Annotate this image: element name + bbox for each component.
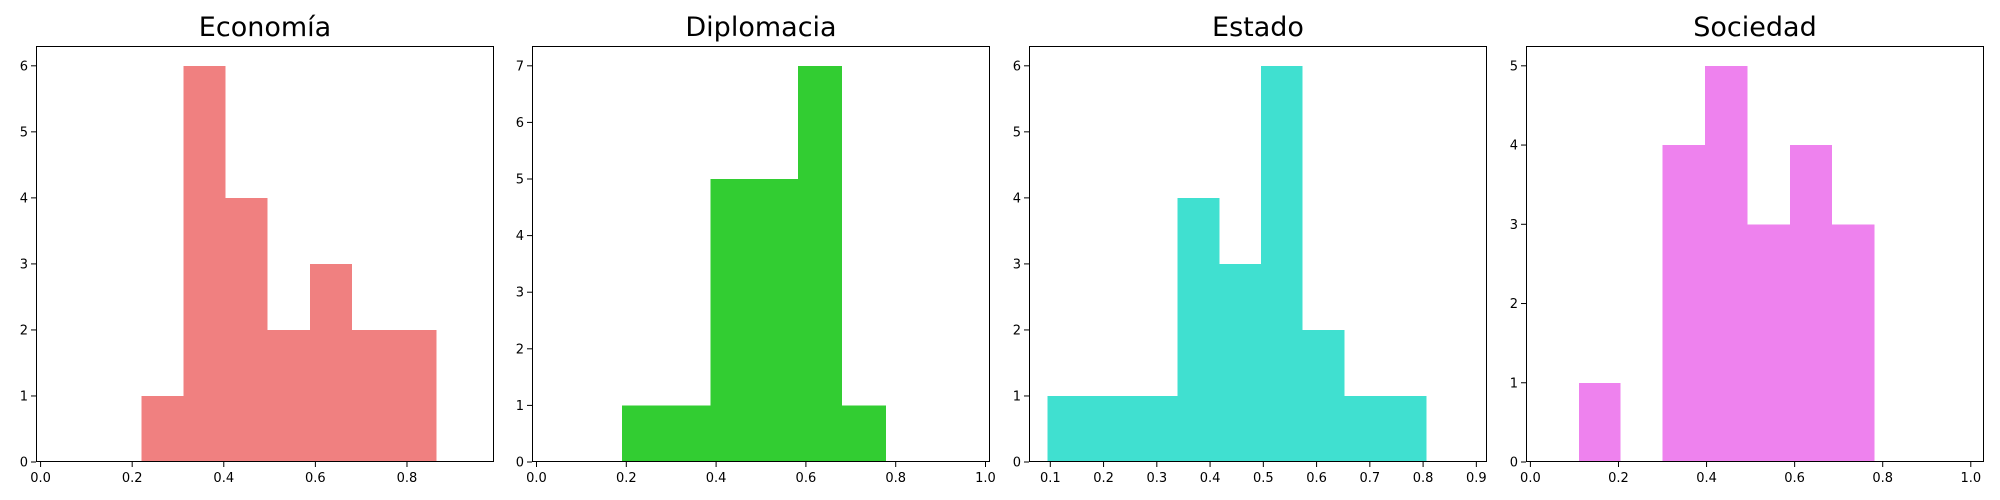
histogram-bar — [1261, 65, 1303, 463]
axes-frame — [1526, 46, 1984, 462]
x-tick-label: 0.8 — [1872, 471, 1893, 486]
x-tick-label: 0.4 — [1696, 471, 1717, 486]
x-tick-label: 0.0 — [526, 471, 547, 486]
y-tick-label: 2 — [1013, 323, 1021, 338]
y-tick-label: 2 — [1510, 297, 1518, 312]
histogram-bar — [1047, 395, 1178, 462]
axes-frame — [36, 46, 494, 462]
histogram-bar — [1344, 395, 1427, 462]
x-tick-label: 0.4 — [213, 471, 234, 486]
histogram-bar — [141, 395, 184, 462]
y-tick-label: 5 — [1510, 59, 1518, 74]
x-tick-label: 0.6 — [1784, 471, 1805, 486]
x-tick-label: 0.8 — [885, 471, 906, 486]
y-tick-label: 3 — [1510, 218, 1518, 233]
x-tick-label: 0.7 — [1359, 471, 1380, 486]
histogram-bar — [394, 329, 437, 462]
y-tick-label: 6 — [20, 59, 28, 74]
x-tick-label: 0.5 — [1253, 471, 1274, 486]
x-tick-label: 0.2 — [1608, 471, 1629, 486]
histogram-bar — [1578, 382, 1621, 462]
x-tick-label: 0.2 — [616, 471, 637, 486]
y-tick-label: 4 — [1013, 191, 1021, 206]
x-tick-label: 0.0 — [1520, 471, 1541, 486]
x-tick-label: 0.6 — [796, 471, 817, 486]
chart-panel-estado: Estado 0.1 0.2 0.3 0.4 0.5 0.6 0.7 0.8 0.9 0 1 2 3 4 5… — [1013, 12, 1487, 486]
x-tick-label: 0.2 — [1093, 471, 1114, 486]
histogram-bar — [1302, 329, 1345, 462]
y-tick-label: 7 — [516, 59, 524, 74]
y-tick-label: 0 — [1510, 456, 1518, 471]
y-tick-label: 1 — [1013, 389, 1021, 404]
y-tick-label: 3 — [516, 286, 524, 301]
chart-panel-economia: Economía 0.0 0.2 0.4 0.6 0.8 0 1 2 3 4 5 6 — [20, 12, 494, 486]
histogram-bar — [1789, 145, 1833, 463]
y-tick-label: 2 — [516, 342, 524, 357]
histogram-bar — [1662, 145, 1706, 463]
chart-title: Sociedad — [1693, 12, 1816, 43]
histogram-bar — [1177, 197, 1220, 462]
histogram-bar — [797, 65, 842, 463]
y-tick-label: 3 — [1013, 257, 1021, 272]
y-tick-label: 4 — [20, 191, 28, 206]
y-tick-label: 5 — [516, 173, 524, 188]
y-tick-label: 0 — [516, 456, 524, 471]
y-tick-label: 6 — [516, 116, 524, 131]
histogram-bar — [1832, 224, 1875, 462]
histogram-bar — [1219, 263, 1262, 462]
histogram-bar — [621, 405, 711, 462]
x-tick-label: 0.8 — [1413, 471, 1434, 486]
x-tick-label: 0.9 — [1466, 471, 1487, 486]
y-tick-label: 0 — [20, 456, 28, 471]
x-tick-label: 0.2 — [122, 471, 143, 486]
y-tick-label: 6 — [1013, 59, 1021, 74]
histogram-bar — [1747, 224, 1790, 462]
y-tick-label: 5 — [20, 125, 28, 140]
x-tick-label: 0.8 — [397, 471, 418, 486]
x-tick-label: 1.0 — [975, 471, 996, 486]
axes-frame — [532, 46, 990, 462]
x-tick-label: 0.6 — [1306, 471, 1327, 486]
chart-title: Diplomacia — [685, 12, 836, 43]
y-tick-label: 0 — [1013, 456, 1021, 471]
histogram-bar — [225, 197, 268, 462]
chart-title: Economía — [199, 12, 331, 43]
histogram-bar — [710, 179, 798, 462]
chart-panel-sociedad: Sociedad 0.0 0.2 0.4 0.6 0.8 1.0 0 1 2 3 4 5 — [1510, 12, 1984, 486]
y-tick-label: 2 — [20, 323, 28, 338]
x-tick-label: 0.6 — [305, 471, 326, 486]
chart-title: Estado — [1212, 12, 1304, 43]
x-tick-label: 0.4 — [706, 471, 727, 486]
histogram-bar — [352, 329, 395, 462]
x-tick-label: 0.3 — [1146, 471, 1167, 486]
y-tick-label: 4 — [1510, 139, 1518, 154]
axes-frame — [1029, 46, 1487, 462]
histogram-bar — [841, 405, 886, 462]
chart-panel-diplomacia: Diplomacia 0.0 0.2 0.4 0.6 0.8 1.0 0 1 2 3 4 5 6 7 — [516, 12, 996, 486]
x-tick-label: 0.0 — [30, 471, 51, 486]
y-tick-label: 3 — [20, 257, 28, 272]
y-tick-label: 1 — [516, 399, 524, 414]
x-tick-label: 0.1 — [1040, 471, 1061, 486]
x-tick-label: 1.0 — [1960, 471, 1981, 486]
y-tick-label: 1 — [1510, 376, 1518, 391]
y-tick-label: 1 — [20, 389, 28, 404]
y-tick-label: 5 — [1013, 125, 1021, 140]
histogram-bar — [309, 263, 353, 462]
histogram-bar — [267, 329, 310, 462]
y-tick-label: 4 — [516, 229, 524, 244]
x-tick-label: 0.4 — [1200, 471, 1221, 486]
histogram-bar — [1705, 65, 1748, 463]
histogram-bar — [183, 65, 226, 463]
